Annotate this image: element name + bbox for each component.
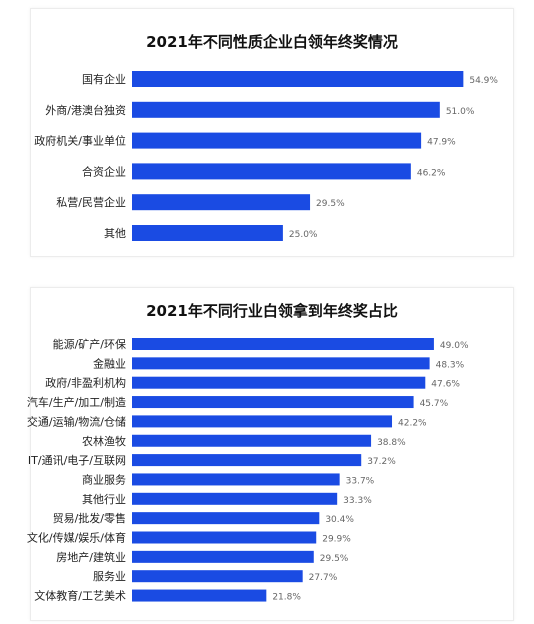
bar	[132, 132, 422, 149]
category-label: 汽车/生产/加工/制造	[27, 395, 126, 409]
bar	[132, 376, 426, 389]
value-label: 29.9%	[322, 535, 351, 545]
bar	[132, 473, 340, 486]
value-label: 33.7%	[346, 476, 375, 486]
bar	[132, 454, 362, 467]
category-label: 金融业	[93, 356, 126, 370]
bar	[132, 225, 283, 241]
bar	[132, 101, 440, 118]
value-label: 38.8%	[377, 438, 406, 448]
bar	[132, 71, 464, 87]
category-label: 政府机关/事业单位	[34, 134, 126, 148]
category-label: 政府/非盈利机构	[45, 376, 126, 390]
value-label: 29.5%	[320, 554, 349, 564]
chart-panel-industry: 2021年不同行业白领拿到年终奖占比 能源/矿产/环保 49.0% 金融业 48.3%…	[27, 287, 514, 621]
bar	[132, 550, 314, 563]
bar	[132, 531, 317, 544]
bar	[132, 415, 393, 428]
chart-title: 2021年不同行业白领拿到年终奖占比	[146, 302, 398, 320]
category-label: 能源/矿产/环保	[53, 337, 126, 351]
category-label: 其他	[104, 227, 126, 240]
value-label: 21.8%	[272, 593, 301, 603]
bar-chart-enterprise-type: 国有企业 54.9% 外商/港澳台独资 51.0% 政府机关/事业单位 47.9% 合资企业…	[34, 71, 498, 241]
value-label: 29.5%	[316, 199, 345, 209]
category-label: 贸易/批发/零售	[53, 511, 126, 525]
bar	[132, 194, 311, 211]
bar	[132, 492, 338, 505]
category-label: 文化/传媒/娱乐/体育	[27, 531, 126, 545]
value-label: 47.9%	[427, 138, 456, 148]
value-label: 45.7%	[420, 399, 449, 409]
bar	[132, 338, 434, 350]
value-label: 42.2%	[398, 418, 427, 428]
bar	[132, 434, 372, 447]
category-label: 文体教育/工艺美术	[34, 589, 126, 603]
bar	[132, 589, 267, 602]
value-label: 25.0%	[289, 230, 318, 240]
category-label: 房地产/建筑业	[56, 550, 126, 564]
value-label: 27.7%	[309, 573, 338, 583]
value-label: 47.6%	[431, 380, 460, 390]
category-label: 私营/民营企业	[56, 195, 126, 209]
value-label: 54.9%	[469, 76, 498, 86]
bar	[132, 512, 320, 525]
bar-chart-industry: 能源/矿产/环保 49.0% 金融业 48.3% 政府/非盈利机构 47.6% 汽车/生产/…	[27, 337, 469, 603]
category-label: 商业服务	[82, 472, 126, 486]
value-label: 33.3%	[343, 496, 372, 506]
value-label: 51.0%	[446, 107, 475, 117]
chart-title: 2021年不同性质企业白领年终奖情况	[146, 33, 398, 51]
bar	[132, 570, 303, 583]
value-label: 49.0%	[440, 341, 469, 351]
category-label: 其他行业	[82, 493, 126, 506]
category-label: IT/通讯/电子/互联网	[28, 454, 126, 467]
value-label: 30.4%	[325, 515, 354, 525]
category-label: 交通/运输/物流/仓储	[27, 414, 126, 428]
value-label: 48.3%	[436, 360, 465, 370]
chart-panel-enterprise-type: 2021年不同性质企业白领年终奖情况 国有企业 54.9% 外商/港澳台独资 51.0…	[30, 8, 514, 257]
value-label: 37.2%	[367, 457, 396, 467]
category-label: 外商/港澳台独资	[45, 103, 126, 117]
bar	[132, 163, 411, 180]
value-label: 46.2%	[417, 168, 446, 178]
bar	[132, 357, 430, 370]
category-label: 农林渔牧	[82, 434, 126, 448]
category-label: 国有企业	[82, 72, 126, 86]
category-label: 服务业	[93, 570, 126, 583]
category-label: 合资企业	[82, 164, 126, 178]
bar	[132, 396, 414, 409]
